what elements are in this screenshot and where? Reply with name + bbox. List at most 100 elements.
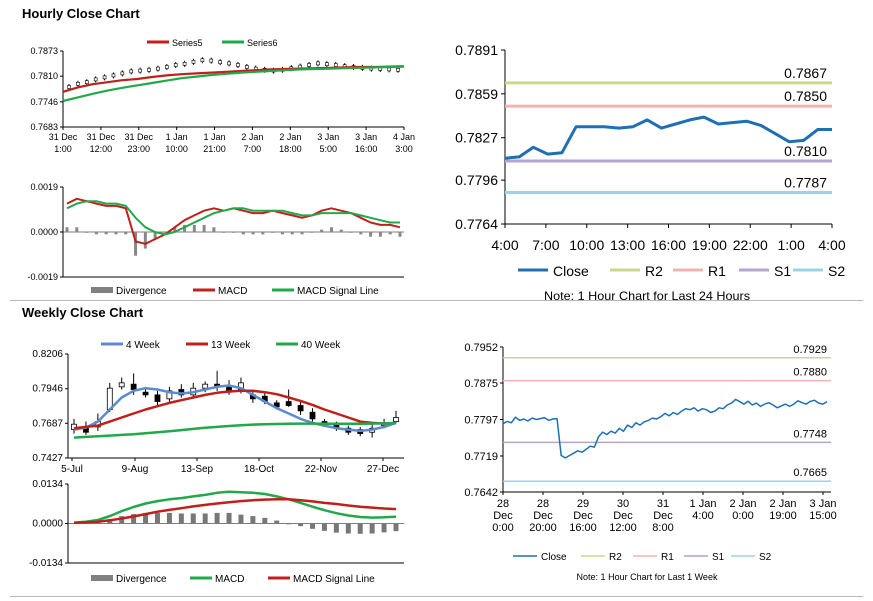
weekly-divergence-bar: [202, 513, 208, 524]
weekly-levels-x-tick-label: 15:00: [809, 510, 837, 522]
weekly-x-tick-label: 5-Jul: [61, 464, 83, 475]
weekly-x-tick-label: 9-Aug: [122, 464, 149, 475]
hourly-divergence-bar: [369, 232, 373, 237]
hourly-levels-x-tick-label: 19:00: [692, 237, 727, 253]
hourly-candle-body: [218, 60, 222, 65]
hourly-divergence-bar: [212, 227, 216, 232]
hourly-legend-series5-label: Series5: [172, 38, 203, 48]
weekly-divergence-bar: [214, 512, 220, 524]
hourly-close-line: [504, 115, 832, 160]
weekly-divergence-bar: [226, 512, 232, 524]
hourly-divergence-bar: [290, 232, 294, 235]
hourly-candle-body: [387, 67, 391, 72]
hourly-macd-y-tick-label: 0.0000: [30, 227, 58, 237]
hourly-divergence-bar: [183, 224, 187, 232]
weekly-levels-x-tick-label: 28: [537, 498, 549, 510]
weekly-y-tick-label: 0.7946: [32, 384, 63, 395]
hourly-x-tick-label: 1 Jan: [166, 132, 188, 142]
weekly-candle-body: [118, 382, 125, 388]
weekly-macd-y-tick-label: -0.0134: [29, 558, 63, 569]
weekly-close-line: [502, 398, 828, 459]
weekly-levels-x-tick-label: 30: [617, 498, 629, 510]
weekly-levels-y-tick-label: 0.7952: [464, 342, 498, 354]
weekly-divergence-bar: [345, 523, 351, 534]
hourly-divergence-bar: [222, 232, 226, 233]
hourly-candle-body: [236, 63, 240, 67]
hourly-divergence-bar: [94, 232, 98, 235]
hourly-candle-body: [165, 65, 169, 69]
weekly-levels-y-tick-label: 0.7875: [464, 378, 498, 390]
hourly-candle-body: [102, 75, 107, 80]
weekly-levels-x-tick-label: 29: [577, 498, 589, 510]
weekly-divergence-bar: [131, 514, 137, 524]
hourly-levels-legend-r1-label: R1: [708, 263, 726, 279]
weekly-levels-x-tick-label: Dec: [573, 510, 593, 522]
hourly-x-tick-label: 23:00: [128, 144, 151, 154]
hourly-candle-body: [138, 68, 142, 73]
hourly-levels-y-tick-label: 0.7827: [455, 130, 498, 146]
weekly-series-13-week: [73, 389, 397, 430]
hourly-divergence-bar: [153, 232, 157, 240]
weekly-series-4-week: [73, 384, 397, 433]
weekly-candle-body: [202, 383, 209, 389]
hourly-candle-body: [93, 77, 98, 82]
hourly-x-tick-label: 31 Dec: [87, 132, 116, 142]
hourly-y-tick-label: 0.7810: [30, 71, 58, 81]
hourly-x-tick-label: 21:00: [203, 144, 226, 154]
weekly-divergence-bar: [143, 512, 149, 524]
weekly-x-tick-label: 22-Nov: [305, 464, 337, 475]
weekly-macd-y-tick-label: 0.0000: [32, 519, 63, 530]
hourly-divergence-bar: [388, 232, 392, 235]
hourly-divergence-bar: [173, 227, 177, 232]
hourly-x-tick-label: 31 Dec: [49, 132, 78, 142]
hourly-candle-body: [325, 62, 329, 67]
hourly-divergence-bar: [378, 232, 382, 237]
weekly-levels-x-tick-label: 12:00: [609, 522, 637, 534]
weekly-levels-x-tick-label: Dec: [653, 510, 673, 522]
weekly-levels-x-tick-label: 0:00: [732, 510, 753, 522]
hourly-levels-x-tick-label: 4:00: [491, 237, 518, 253]
hourly-candle-body: [182, 61, 187, 66]
weekly-levels-x-tick-label: 20:00: [529, 522, 557, 534]
hourly-levels-y-tick-label: 0.7891: [455, 42, 498, 58]
hourly-candle-body: [147, 68, 151, 72]
hourly-divergence-bar: [232, 232, 235, 233]
hourly-divergence-bar: [359, 232, 363, 235]
hourly-levels-x-tick-label: 1:00: [778, 237, 805, 253]
hourly-divergence-bar: [75, 227, 79, 232]
weekly-candle-body: [142, 391, 149, 396]
hourly-divergence-bar: [124, 232, 128, 235]
hourly-macd-legend-signal-label: MACD Signal Line: [297, 286, 379, 297]
hourly-divergence-bar: [271, 232, 275, 233]
weekly-legend-40-week-label: 40 Week: [301, 340, 341, 351]
weekly-levels-x-tick-label: Dec: [493, 510, 513, 522]
weekly-level-label-r1: 0.7880: [793, 367, 827, 379]
weekly-legend-13-week-label: 13 Week: [211, 340, 251, 351]
weekly-divergence-bar: [238, 514, 244, 524]
hourly-candle-body: [156, 66, 160, 71]
weekly-y-tick-label: 0.8206: [32, 349, 63, 360]
hourly-x-tick-label: 16:00: [355, 144, 378, 154]
hourly-levels-x-tick-label: 13:00: [610, 237, 645, 253]
weekly-divergence-bar: [321, 523, 327, 531]
hourly-x-tick-label: 12:00: [90, 144, 113, 154]
weekly-x-tick-label: 13-Sep: [181, 464, 214, 475]
hourly-divergence-bar: [300, 232, 304, 235]
weekly-levels-x-tick-label: 2 Jan: [730, 498, 757, 510]
weekly-macd-series-macd-signal-line: [73, 498, 397, 525]
weekly-levels-legend-r1-label: R1: [661, 552, 674, 563]
hourly-levels-x-tick-label: 4:00: [818, 237, 845, 253]
hourly-macd-series-macd-signal-line: [66, 200, 400, 236]
hourly-candle-body: [76, 82, 80, 86]
weekly-candle-body: [166, 390, 173, 400]
hourly-divergence-bar: [349, 232, 353, 233]
weekly-divergence-bar: [381, 523, 387, 533]
weekly-candle-body: [297, 405, 304, 412]
weekly-levels-x-tick-label: Dec: [533, 510, 553, 522]
hourly-levels-y-tick-label: 0.7764: [455, 216, 498, 232]
hourly-candle-body: [200, 58, 205, 63]
hourly-x-tick-label: 2 Jan: [279, 132, 301, 142]
weekly-levels-legend-close-label: Close: [541, 552, 567, 563]
hourly-y-tick-label: 0.7683: [30, 122, 58, 132]
